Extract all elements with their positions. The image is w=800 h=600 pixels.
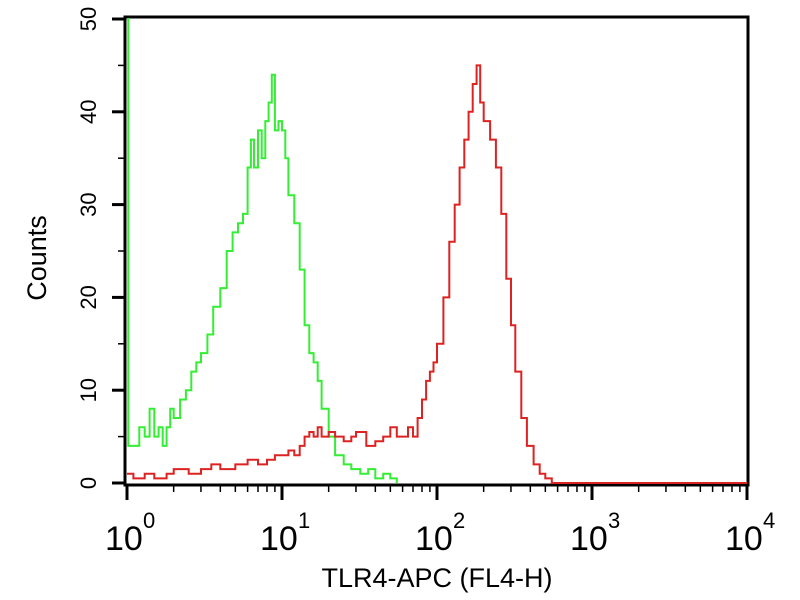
series-layer: [127, 18, 747, 484]
x-tick-exponent: 0: [143, 508, 155, 533]
x-axis-title: TLR4-APC (FL4-H): [321, 563, 552, 593]
x-tick-label: 10: [260, 520, 298, 558]
series-line-2: [127, 64, 747, 484]
x-axis: 10 0 10 1 10 2 10 3 10 4: [105, 485, 775, 558]
x-tick-exponent: 4: [763, 508, 775, 533]
x-tick-exponent: 3: [608, 508, 620, 533]
x-tick-exponent: 1: [298, 508, 310, 533]
y-tick-label: 40: [76, 100, 101, 124]
x-tick-label: 10: [725, 520, 763, 558]
y-tick-label: 10: [76, 378, 101, 402]
y-tick-label: 0: [76, 477, 101, 489]
plot-frame: [123, 15, 750, 487]
y-tick-label: 50: [76, 7, 101, 31]
x-tick-label: 10: [570, 520, 608, 558]
y-axis: 0 10 20 30 40 50: [76, 7, 125, 489]
x-tick-exponent: 2: [453, 508, 465, 533]
y-tick-label: 30: [76, 192, 101, 216]
x-tick-label: 10: [105, 520, 143, 558]
y-tick-label: 20: [76, 285, 101, 309]
x-tick-label: 10: [415, 520, 453, 558]
series-line-1: [127, 18, 398, 483]
y-axis-title: Counts: [22, 215, 52, 301]
